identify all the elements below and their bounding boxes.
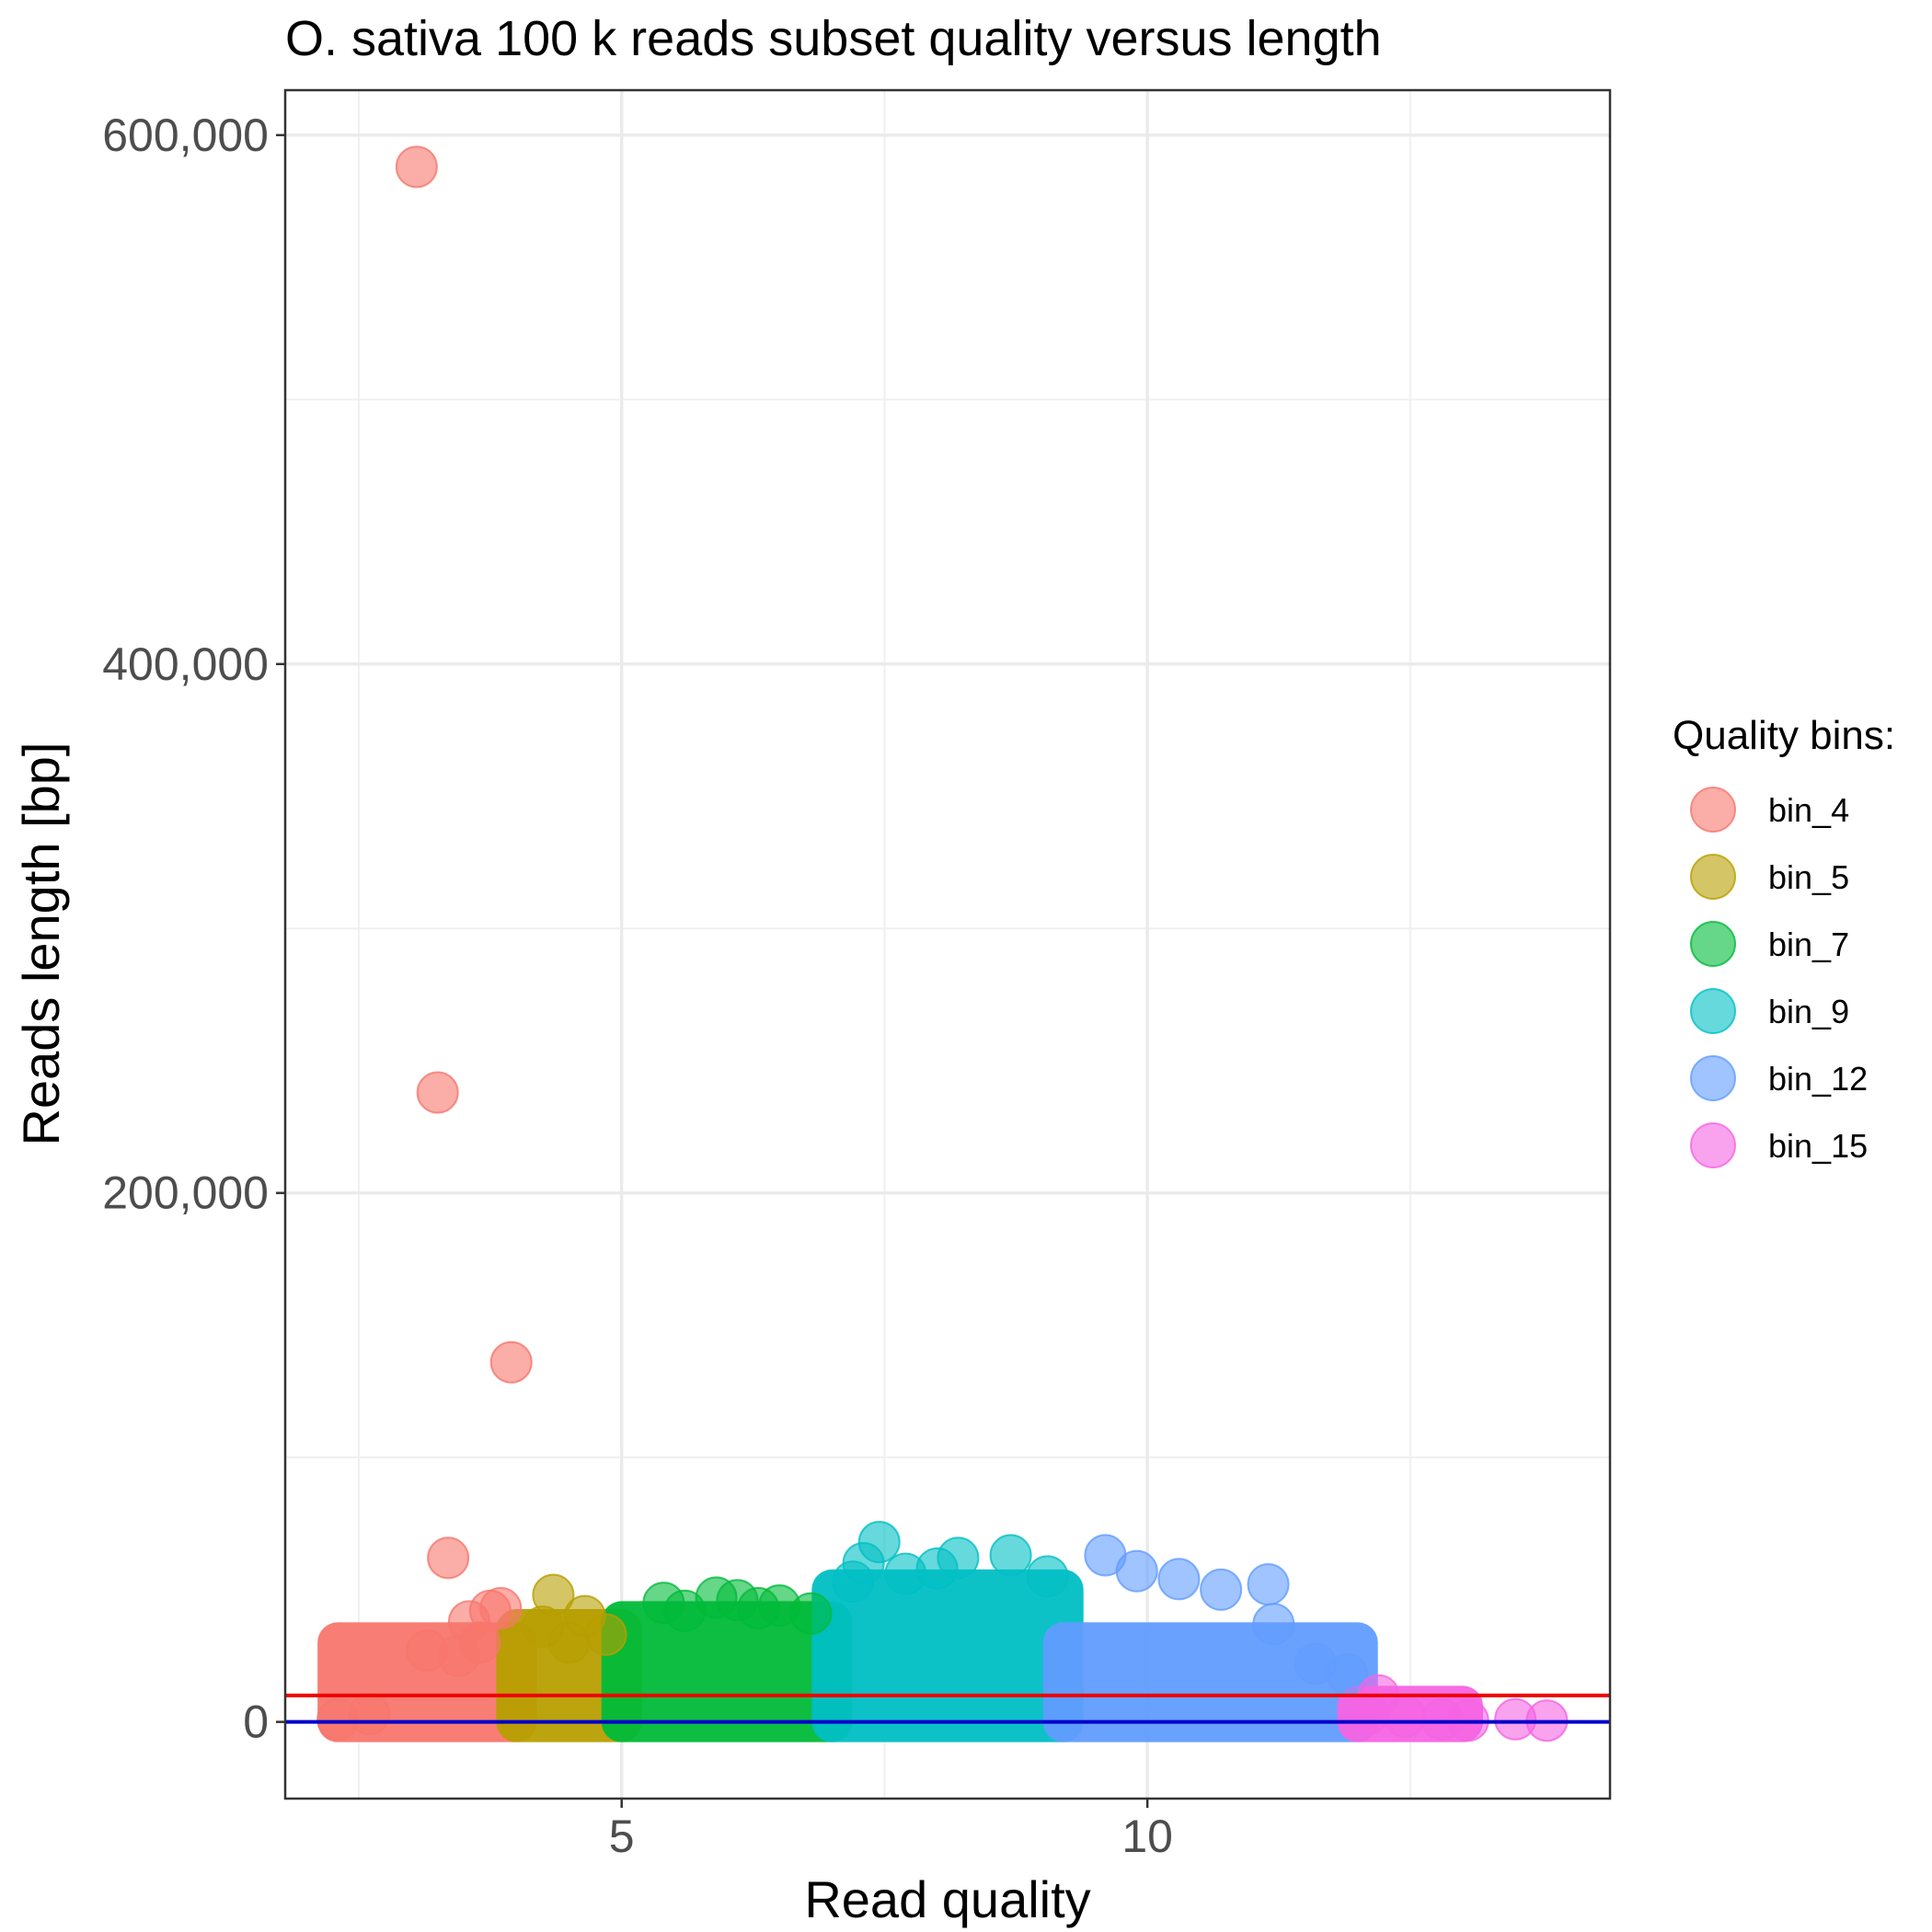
bin_4-point xyxy=(491,1342,532,1383)
x-tick-label: 5 xyxy=(609,1811,635,1862)
legend-key-bin_7 xyxy=(1691,922,1735,966)
legend-key-bin_12 xyxy=(1691,1056,1735,1100)
bin_12-point xyxy=(1201,1570,1241,1610)
bin_7-point xyxy=(790,1593,831,1634)
y-tick-label: 600,000 xyxy=(102,109,269,161)
legend-key-bin_5 xyxy=(1691,855,1735,899)
x-axis-title: Read quality xyxy=(804,1870,1090,1928)
bin_9-point xyxy=(833,1561,873,1602)
legend-label-bin_4: bin_4 xyxy=(1768,791,1849,829)
legend-key-bin_9 xyxy=(1691,989,1735,1033)
legend-title: Quality bins: xyxy=(1673,713,1895,758)
bin_9-point xyxy=(991,1535,1031,1576)
y-tick-label: 0 xyxy=(243,1696,269,1748)
legend-label-bin_12: bin_12 xyxy=(1768,1060,1868,1098)
bin_7-point xyxy=(738,1588,778,1628)
bin_5-point xyxy=(549,1622,590,1662)
bin_4-point xyxy=(317,1699,358,1740)
bin_9-point xyxy=(917,1548,958,1589)
bin_4-point xyxy=(418,1072,458,1112)
bin_15-point xyxy=(1348,1694,1388,1734)
bin_12-point xyxy=(1253,1604,1294,1644)
y-tick-label: 200,000 xyxy=(102,1167,269,1219)
bin_15-point xyxy=(1385,1696,1425,1737)
y-tick-label: 400,000 xyxy=(102,638,269,690)
bin_4-point xyxy=(397,146,437,187)
bin_9-point xyxy=(1028,1557,1068,1597)
y-axis-title: Reads length [bp] xyxy=(12,742,70,1146)
plot-area xyxy=(285,90,1610,1799)
legend-key-bin_15 xyxy=(1691,1123,1735,1167)
legend-label-bin_15: bin_15 xyxy=(1768,1127,1868,1165)
legend-label-bin_9: bin_9 xyxy=(1768,993,1849,1030)
bin_12-point xyxy=(1248,1564,1289,1604)
legend-label-bin_7: bin_7 xyxy=(1768,926,1849,963)
x-tick-label: 10 xyxy=(1121,1811,1173,1862)
bin_4-point xyxy=(459,1622,500,1662)
chart-title: O. sativa 100 k reads subset quality ver… xyxy=(285,11,1382,66)
bin_12-point xyxy=(1117,1551,1157,1592)
bin_4-point xyxy=(428,1537,468,1578)
bin_12-point xyxy=(1158,1558,1199,1599)
bin_5-point xyxy=(586,1615,627,1655)
legend-label-bin_5: bin_5 xyxy=(1768,858,1849,896)
bin_7-point xyxy=(664,1591,705,1631)
legend-key-bin_4 xyxy=(1691,788,1735,832)
